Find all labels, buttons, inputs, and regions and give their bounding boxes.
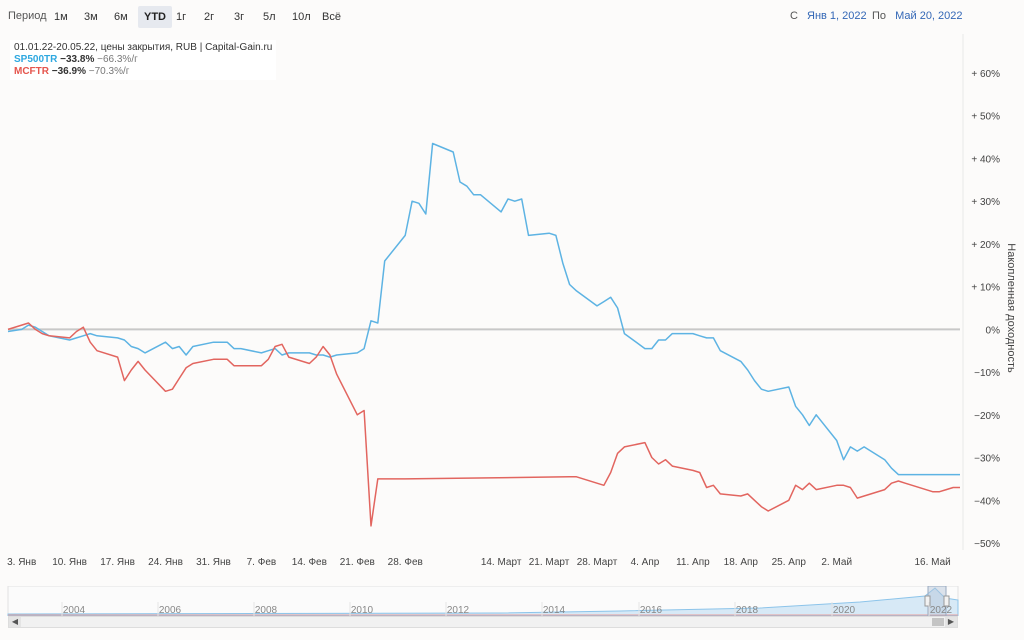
x-tick-label: 11. Апр [676, 557, 710, 568]
x-tick-label: 17. Янв [100, 557, 135, 568]
scroll-left-icon[interactable]: ◀ [9, 617, 21, 627]
to-label: По [872, 10, 887, 22]
x-tick-label: 14. Март [481, 557, 522, 568]
navigator-year-label: 2014 [543, 605, 566, 616]
x-tick-label: 25. Апр [772, 557, 807, 568]
x-tick-label: 16. Май [914, 557, 950, 568]
legend-annual-sp500: −66.3%/г [97, 54, 138, 65]
from-label: С [790, 10, 798, 22]
legend-header: 01.01.22-20.05.22, цены закрытия, RUB | … [14, 42, 273, 53]
x-tick-label: 31. Янв [196, 557, 231, 568]
legend-change-mcftr: −36.9% [51, 66, 86, 77]
x-tick-label: 3. Янв [7, 557, 36, 568]
series-line-mcftr [7, 322, 960, 527]
legend-series-name-mcftr: MCFTR [14, 66, 49, 77]
y-tick-label: + 40% [971, 154, 1000, 165]
y-tick-label: −40% [974, 496, 1000, 507]
y-tick-label: −30% [974, 454, 1000, 465]
navigator-handle-left[interactable] [924, 595, 931, 607]
y-tick-label: −10% [974, 368, 1000, 379]
legend-item-mcftr: MCFTR −36.9% −70.3%/г [14, 66, 272, 78]
navigator-scrollbar[interactable]: ◀ ▶ [8, 616, 958, 628]
navigator-year-label: 2018 [736, 605, 759, 616]
range-button-1[interactable]: 3м [84, 11, 98, 23]
legend: 01.01.22-20.05.22, цены закрытия, RUB | … [10, 40, 277, 80]
navigator-year-label: 2006 [159, 605, 182, 616]
x-tick-label: 21. Март [529, 557, 570, 568]
navigator-year-label: 2022 [930, 605, 953, 616]
navigator[interactable]: 2004 2006 2008 2010 2012 2014 2016 2018 2020 2022 [0, 586, 1024, 616]
chart-area[interactable]: + 60% + 50% + 40% + 30% + 20% + 10% 0% −10% −20%… [0, 0, 1024, 586]
range-button-2[interactable]: 6м [114, 11, 128, 23]
legend-series-name-sp500: SP500TR [14, 54, 58, 65]
range-button-9[interactable]: Всё [322, 11, 341, 23]
y-tick-label: + 10% [971, 283, 1000, 294]
to-date-input[interactable]: Май 20, 2022 [895, 10, 963, 22]
period-label: Период [8, 10, 47, 22]
date-range-from: С Янв 1, 2022 [790, 10, 867, 22]
scrollbar-thumb[interactable] [932, 618, 944, 626]
x-tick-label: 28. Фев [388, 557, 423, 568]
navigator-year-label: 2012 [447, 605, 470, 616]
navigator-year-label: 2010 [351, 605, 374, 616]
from-date-input[interactable]: Янв 1, 2022 [807, 10, 867, 22]
x-tick-label: 24. Янв [148, 557, 183, 568]
navigator-year-label: 2008 [255, 605, 278, 616]
x-tick-label: 28. Март [577, 557, 618, 568]
navigator-year-label: 2016 [640, 605, 663, 616]
navigator-year-label: 2004 [63, 605, 86, 616]
x-tick-label: 14. Фев [292, 557, 327, 568]
x-tick-label: 10. Янв [52, 557, 87, 568]
x-tick-label: 4. Апр [631, 557, 660, 568]
x-tick-label: 18. Апр [724, 557, 759, 568]
navigator-handle-right[interactable] [943, 595, 950, 607]
y-tick-label: + 20% [971, 240, 1000, 251]
series-line-sp500tr [7, 142, 960, 476]
navigator-series-area [7, 587, 959, 616]
date-range-to: По Май 20, 2022 [872, 10, 963, 22]
y-tick-label: + 30% [971, 197, 1000, 208]
legend-item-sp500: SP500TR −33.8% −66.3%/г [14, 54, 272, 66]
y-axis-title: Накопленная доходность [1005, 243, 1017, 373]
range-button-5[interactable]: 2г [204, 11, 215, 23]
toolbar: Период 1м 3м 6м YTD 1г 2г 3г 5л 10л Всё С Янв 1, … [0, 0, 1024, 34]
range-button-8[interactable]: 10л [292, 11, 311, 23]
y-tick-label: −50% [974, 539, 1000, 550]
y-tick-label: + 60% [971, 69, 1000, 80]
range-button-0[interactable]: 1м [54, 11, 68, 23]
y-tick-label: + 50% [971, 112, 1000, 123]
y-tick-label: 0% [986, 325, 1001, 336]
range-button-4[interactable]: 1г [176, 11, 187, 23]
legend-change-sp500: −33.8% [60, 54, 95, 65]
navigator-year-label: 2020 [833, 605, 856, 616]
x-tick-label: 7. Фев [247, 557, 277, 568]
range-button-6[interactable]: 3г [234, 11, 245, 23]
y-tick-label: −20% [974, 411, 1000, 422]
x-tick-label: 21. Фев [340, 557, 375, 568]
legend-annual-mcftr: −70.3%/г [88, 66, 130, 77]
range-button-3[interactable]: YTD [138, 6, 172, 28]
range-button-7[interactable]: 5л [263, 11, 276, 23]
scroll-right-icon[interactable]: ▶ [945, 617, 957, 627]
x-tick-label: 2. Май [821, 557, 852, 568]
